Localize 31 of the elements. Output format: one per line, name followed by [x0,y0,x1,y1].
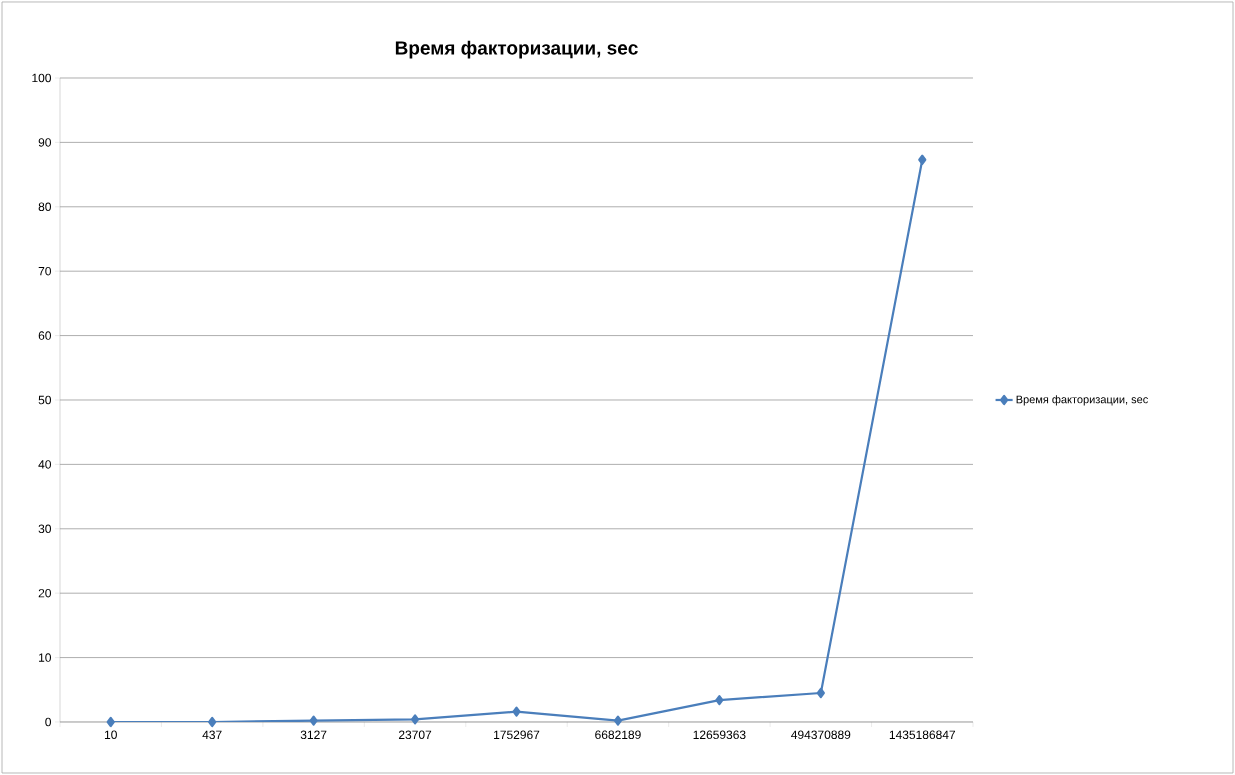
y-tick-label: 40 [38,460,52,469]
point [410,714,420,725]
y-tick-label: 0 [45,717,52,727]
x-tick-label: 494370889 [791,730,851,739]
point [715,694,724,706]
x-tick-label: 3127 [300,730,327,739]
x-tick-label: 1435186847 [889,730,956,739]
y-tick-label: 100 [32,73,52,83]
x-tick-label: 437 [202,730,222,739]
x-tick-label: 23707 [398,730,432,739]
y-tick-label: 80 [38,202,52,212]
point [309,715,318,726]
point [613,715,623,726]
x-tick-label: 1752967 [494,730,540,739]
y-tick-label: 30 [38,524,52,534]
point [816,687,825,699]
y-tick-label: 50 [38,395,52,405]
point [106,716,115,728]
point [512,706,521,717]
x-tick-label: 6682189 [595,730,641,739]
y-tick-label: 10 [39,653,52,662]
x-tick-label: 10 [104,730,117,739]
y-tick-label: 20 [38,588,52,598]
chart-title: Время факторизации, sec [395,40,638,59]
point [208,716,217,728]
y-tick-label: 90 [38,138,52,147]
legend-label: Время факторизации, sec [1016,395,1148,406]
x-tick-label: 12659363 [693,730,746,739]
y-tick-label: 60 [38,331,52,340]
y-tick-label: 70 [38,266,52,276]
point [918,154,927,165]
